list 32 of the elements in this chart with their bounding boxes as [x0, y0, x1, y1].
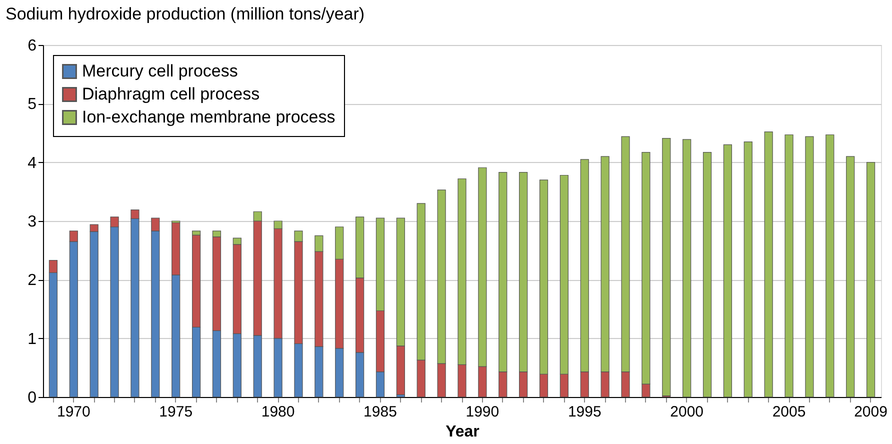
- bar: [764, 132, 773, 398]
- bar: [866, 162, 876, 398]
- x-tick-label: 2005: [772, 404, 806, 420]
- y-axis-title: Sodium hydroxide production (million tons/year): [6, 4, 365, 24]
- y-tick-label: 3: [28, 214, 37, 230]
- legend-label: Diaphragm cell process: [82, 84, 260, 104]
- x-tick-label: 1990: [466, 404, 500, 420]
- y-tick-label: 4: [28, 154, 37, 172]
- bar: [702, 152, 712, 398]
- x-tick-label: 2009: [854, 404, 888, 420]
- x-tick-label: 2000: [670, 404, 704, 420]
- x-tick-label: 1970: [56, 404, 90, 420]
- bar: [723, 144, 732, 398]
- x-axis-title: Year: [446, 424, 480, 440]
- y-tick-label: 0: [28, 390, 37, 406]
- bar: [846, 156, 855, 398]
- x-tick-label: 1985: [364, 404, 397, 420]
- x-tick-label: 1980: [261, 404, 295, 420]
- bar: [682, 139, 692, 398]
- x-tick-label: 1995: [568, 404, 602, 420]
- y-tick-label: 1: [28, 330, 37, 348]
- legend-label: Ion-exchange membrane process: [82, 108, 336, 126]
- y-tick-label: 5: [28, 96, 37, 114]
- y-tick-label: 6: [28, 38, 37, 54]
- y-tick-label: 2: [28, 272, 37, 290]
- x-tick-label: 1975: [159, 404, 193, 420]
- bar: [805, 136, 814, 398]
- bar: [662, 138, 671, 396]
- legend-label: Mercury cell process: [82, 62, 238, 80]
- bar: [744, 142, 752, 398]
- bar: [784, 134, 794, 398]
- bar: [826, 134, 834, 398]
